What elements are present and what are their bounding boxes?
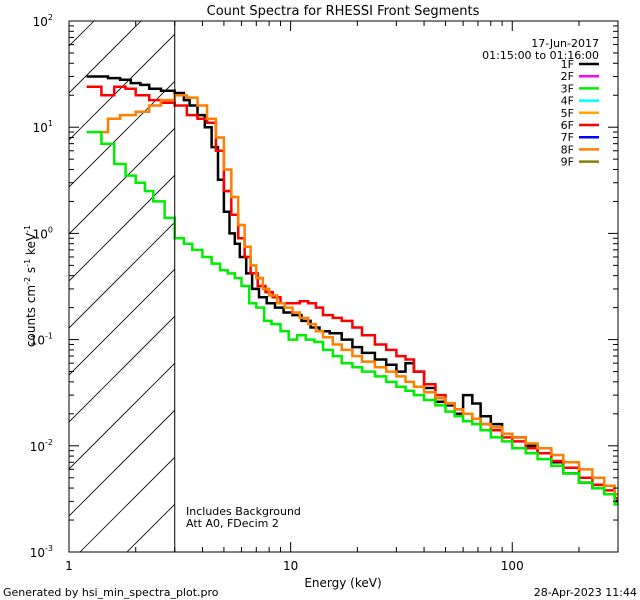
hatch-line (69, 221, 175, 329)
series-line-3f (86, 130, 618, 506)
series-line-1f (86, 75, 618, 503)
legend-label: 9F (561, 156, 574, 169)
generation-timestamp: 28-Apr-2023 11:44 (534, 586, 637, 599)
hatch-line (69, 80, 175, 188)
y-label-part: counts cm (24, 285, 38, 347)
legend-label: 8F (561, 143, 574, 156)
legend-label: 7F (561, 131, 574, 144)
time-range-label: 01:15:00 to 01:16:00 (482, 49, 599, 62)
hatch-line (69, 409, 175, 517)
hatch-line (79, 456, 175, 552)
spectra-series (86, 75, 618, 506)
y-tick-label: 102 (33, 13, 53, 29)
hatch-line (69, 21, 142, 94)
legend-label: 4F (561, 95, 574, 108)
x-tick-label: 10 (283, 559, 298, 573)
hatch-line (69, 33, 175, 141)
hatch-line (69, 127, 175, 235)
legend-label: 3F (561, 82, 574, 95)
y-label-exp: -1 (23, 259, 32, 267)
plot-frame (68, 20, 619, 553)
y-tick-label: 101 (33, 119, 53, 135)
legend-label: 1F (561, 58, 574, 71)
legend-label: 6F (561, 119, 574, 132)
y-label-part: s (24, 267, 38, 277)
legend-label: 5F (561, 107, 574, 120)
hatch-line (69, 315, 175, 423)
y-label-part: keV (24, 232, 38, 259)
x-tick-label: 100 (501, 559, 524, 573)
x-tick-labels: 1 10 100 (65, 559, 524, 573)
annotation-background: Includes Background (186, 505, 301, 518)
y-label-exp: -1 (23, 225, 32, 233)
legend-label: 2F (561, 70, 574, 83)
series-line-6f (86, 85, 618, 500)
date-label: 17-Jun-2017 (531, 37, 599, 50)
axis-ticks (68, 20, 619, 553)
hatch-line (69, 21, 95, 47)
y-axis-label: counts cm-2 s-1 keV-1 (23, 225, 38, 347)
hatch-line (69, 268, 175, 376)
generated-by-label: Generated by hsi_min_spectra_plot.pro (3, 586, 219, 599)
x-tick-label: 1 (65, 559, 73, 573)
excluded-energy-region (69, 21, 175, 552)
series-line-8f (94, 93, 618, 496)
x-axis-label: Energy (keV) (304, 576, 381, 590)
y-tick-label: 10-2 (30, 438, 53, 454)
y-label-exp: -2 (23, 277, 32, 285)
y-tick-label: 10-3 (30, 544, 53, 560)
hatch-line (69, 362, 175, 470)
annotation-attenuator: Att A0, FDecim 2 (186, 517, 279, 530)
chart-title: Count Spectra for RHESSI Front Segments (207, 4, 480, 19)
